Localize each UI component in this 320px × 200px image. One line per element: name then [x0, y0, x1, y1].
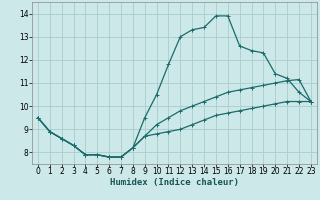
- X-axis label: Humidex (Indice chaleur): Humidex (Indice chaleur): [110, 178, 239, 187]
